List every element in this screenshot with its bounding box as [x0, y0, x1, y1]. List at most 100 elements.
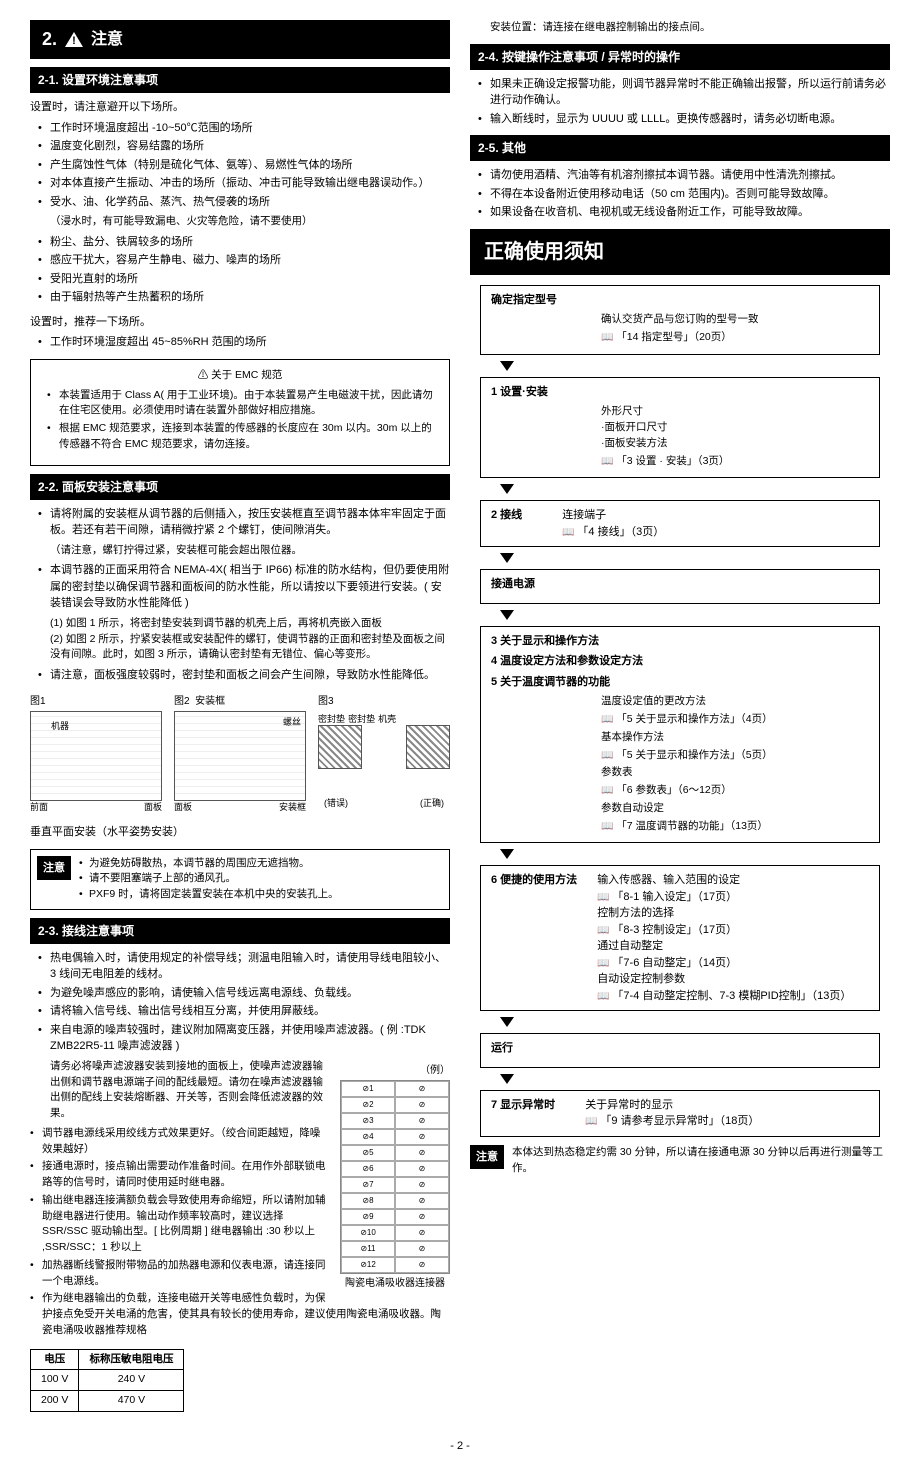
- flow-title: 1 设置·安装: [491, 384, 869, 401]
- lbl-front: 前面: [30, 801, 48, 815]
- flow-ref: 「5 关于显示和操作方法」（4页）: [601, 712, 869, 728]
- flow-ref: 「9 请参考显示异常时」（18页）: [585, 1113, 759, 1130]
- flow-ref: 「4 接线」（3页）: [562, 524, 664, 541]
- lbl-device: 机器: [51, 720, 69, 734]
- figure-2: 图2 安装框 螺丝 面板 安装框: [174, 694, 306, 815]
- s21-rec-bullets: 工作时环境湿度超出 45~85%RH 范围的场所: [30, 334, 450, 351]
- flow-ref: 「14 指定型号」（20页）: [601, 330, 869, 346]
- emc-item: 根据 EMC 规范要求，连接到本装置的传感器的长度应在 30m 以内。30m 以…: [47, 421, 441, 453]
- table-cell: 100 V: [31, 1370, 79, 1391]
- lbl-right: (正确): [420, 797, 444, 811]
- caution-badge: 注意: [470, 1145, 504, 1170]
- table-header: 电压: [31, 1349, 79, 1370]
- list-item: 来自电源的噪声较强时，建议附加隔离变压器，并使用噪声滤波器。( 例 :TDK Z…: [38, 1022, 450, 1055]
- s22-bullets: 请将附属的安装框从调节器的后侧插入，按压安装框直至调节器本体牢牢固定于面板。若还…: [30, 506, 450, 539]
- flowchart: 确定指定型号 确认交货产品与您订购的型号一致 「14 指定型号」（20页） 1 …: [470, 285, 890, 1137]
- list-item: 调节器电源线采用绞线方式效果更好。（绞合间距越短，降噪效果越好）: [30, 1126, 450, 1158]
- flow-title: 运行: [491, 1040, 869, 1057]
- flow-text: 控制方法的选择: [597, 905, 851, 922]
- caution-item: 为避免妨碍散热，本调节器的周围应无遮挡物。: [79, 856, 339, 872]
- lbl-panel-2: 面板: [174, 801, 192, 815]
- flow-ref: 「7-6 自动整定」（14页）: [597, 955, 851, 972]
- list-item: 作为继电器输出的负载，连接电磁开关等电感性负载时，为保护接点免受开关电涌的危害，…: [30, 1291, 450, 1338]
- section-2-1-header: 2-1. 设置环境注意事项: [30, 67, 450, 93]
- final-caution: 注意 本体达到热态稳定约需 30 分钟，所以请在接通电源 30 分钟以后再进行测…: [470, 1145, 890, 1177]
- final-caution-text: 本体达到热态稳定约需 30 分钟，所以请在接通电源 30 分钟以后再进行测量等工…: [512, 1145, 890, 1177]
- s22-caution-box: 注意 为避免妨碍散热，本调节器的周围应无遮挡物。 请不要阻塞端子上部的通风孔。 …: [30, 849, 450, 910]
- flow-text: 基本操作方法: [601, 730, 869, 746]
- s22-b2-s2: (2) 如图 2 所示，拧紧安装框或安装配件的螺钉，使调节器的正面和密封垫及面板…: [30, 632, 450, 664]
- lbl-wrong: (错误): [324, 797, 348, 811]
- flow-text: 连接端子: [562, 507, 664, 524]
- section-2-4-header: 2-4. 按键操作注意事项 / 异常时的操作: [470, 44, 890, 70]
- flow-text: 关于异常时的显示: [585, 1097, 759, 1114]
- table-cell: 200 V: [31, 1391, 79, 1412]
- fig2-label: 图2: [174, 696, 190, 707]
- flow-text: 温度设定值的更改方法: [601, 694, 869, 710]
- list-item: 为避免噪声感应的影响，请使输入信号线远离电源线、负载线。: [38, 985, 450, 1002]
- flow-step-run: 运行: [480, 1033, 880, 1068]
- list-item: 产生腐蚀性气体（特别是硫化气体、氨等）、易燃性气体的场所: [38, 157, 450, 174]
- flow-step-model: 确定指定型号 确认交货产品与您订购的型号一致 「14 指定型号」（20页）: [480, 285, 880, 355]
- flow-step-power: 接通电源: [480, 569, 880, 604]
- caution-item: 请不要阻塞端子上部的通风孔。: [79, 871, 339, 887]
- list-item: 请注意，面板强度较弱时，密封垫和面板之间会产生间隙，导致防水性能降低。: [38, 667, 450, 684]
- warning-triangle-icon: [65, 32, 83, 48]
- table-cell: 240 V: [79, 1370, 184, 1391]
- flow-text: 参数表: [601, 765, 869, 781]
- s21-rec-intro: 设置时，推荐一下场所。: [30, 314, 450, 331]
- install-note: 安装位置：请连接在继电器控制输出的接点间。: [470, 20, 890, 36]
- voltage-table: 电压标称压敏电阻电压 100 V240 V 200 V470 V: [30, 1349, 184, 1412]
- flow-ref: 「3 设置 · 安装」（3页）: [601, 454, 869, 470]
- fig3-label: 图3: [318, 694, 450, 709]
- list-item: 粉尘、盐分、铁屑较多的场所: [38, 234, 450, 251]
- lbl-case: 机壳: [378, 714, 396, 724]
- flow-title: 确定指定型号: [491, 292, 869, 309]
- s22-b2-s1: (1) 如图 1 所示，将密封垫安装到调节器的机壳上后，再将机壳嵌入面板: [30, 616, 450, 632]
- flow-title: 3 关于显示和操作方法: [491, 633, 869, 650]
- flow-text: ·面板安装方法: [601, 436, 869, 452]
- lbl-panel: 面板: [144, 801, 162, 815]
- flow-text: 自动设定控制参数: [597, 971, 851, 988]
- lbl-frame: 安装框: [195, 696, 225, 707]
- flow-text: 确认交货产品与您订购的型号一致: [601, 312, 869, 328]
- lbl-gasket-2: 密封垫: [348, 714, 375, 724]
- table-cell: 470 V: [79, 1391, 184, 1412]
- arrow-down-icon: [500, 610, 514, 620]
- s21-intro: 设置时，请注意避开以下场所。: [30, 99, 450, 116]
- arrow-down-icon: [500, 361, 514, 371]
- flow-text: 外形尺寸: [601, 404, 869, 420]
- s22-b1-sub: （请注意，螺钉拧得过紧，安装框可能会超出限位器。: [30, 543, 450, 559]
- list-item: 工作时环境温度超出 -10~50℃范围的场所: [38, 120, 450, 137]
- list-item: 不得在本设备附近使用移动电话（50 cm 范围内)。否则可能导致故障。: [478, 186, 890, 203]
- figure-1: 图1 机器 前面 面板: [30, 694, 162, 815]
- flow-title: 6 便捷的使用方法: [491, 872, 577, 889]
- flow-text: 参数自动设定: [601, 801, 869, 817]
- flow-step-2: 2 接线 连接端子 「4 接线」（3页）: [480, 500, 880, 547]
- flow-step-1: 1 设置·安装 外形尺寸 ·面板开口尺寸 ·面板安装方法 「3 设置 · 安装」…: [480, 377, 880, 479]
- page-number: - 2 -: [30, 1438, 890, 1455]
- list-item: 请将附属的安装框从调节器的后侧插入，按压安装框直至调节器本体牢牢固定于面板。若还…: [38, 506, 450, 539]
- section-2-2-header: 2-2. 面板安装注意事项: [30, 474, 450, 500]
- list-item: 热电偶输入时，请使用规定的补偿导线；测温电阻输入时，请使用导线电阻较小、3 线间…: [38, 950, 450, 983]
- arrow-down-icon: [500, 1074, 514, 1084]
- arrow-down-icon: [500, 849, 514, 859]
- caution-item: PXF9 时，请将固定装置安装在本机中央的安装孔上。: [79, 887, 339, 903]
- list-item: 本调节器的正面采用符合 NEMA-4X( 相当于 IP66) 标准的防水结构，但…: [38, 562, 450, 612]
- flow-step-345: 3 关于显示和操作方法 4 温度设定方法和参数设定方法 5 关于温度调节器的功能…: [480, 626, 880, 844]
- flow-step-6: 6 便捷的使用方法 输入传感器、输入范围的设定 「8-1 输入设定」（17页） …: [480, 865, 880, 1011]
- lbl-frame-2: 安装框: [279, 801, 306, 815]
- figure-3: 图3 密封垫 密封垫 机壳 (错误) (正确): [318, 694, 450, 811]
- list-item: 请将输入信号线、输出信号线相互分离，并使用屏蔽线。: [38, 1003, 450, 1020]
- flow-title: 5 关于温度调节器的功能: [491, 674, 869, 691]
- section-2-num: 2.: [42, 26, 57, 53]
- list-item: 对本体直接产生振动、冲击的场所（振动、冲击可能导致输出继电器误动作。）: [38, 175, 450, 192]
- s21-bullets: 工作时环境温度超出 -10~50℃范围的场所 温度变化剧烈，容易结露的场所 产生…: [30, 120, 450, 211]
- flow-title: 4 温度设定方法和参数设定方法: [491, 653, 869, 670]
- s21-bullets-2: 粉尘、盐分、铁屑较多的场所 感应干扰大，容易产生静电、磁力、噪声的场所 受阳光直…: [30, 234, 450, 306]
- section-2-header: 2. 注意: [30, 20, 450, 59]
- flow-title: 接通电源: [491, 576, 869, 593]
- lbl-gasket: 密封垫: [318, 714, 345, 724]
- arrow-down-icon: [500, 484, 514, 494]
- figure-row: 图1 机器 前面 面板 图2 安装框 螺丝 面板 安装框: [30, 694, 450, 815]
